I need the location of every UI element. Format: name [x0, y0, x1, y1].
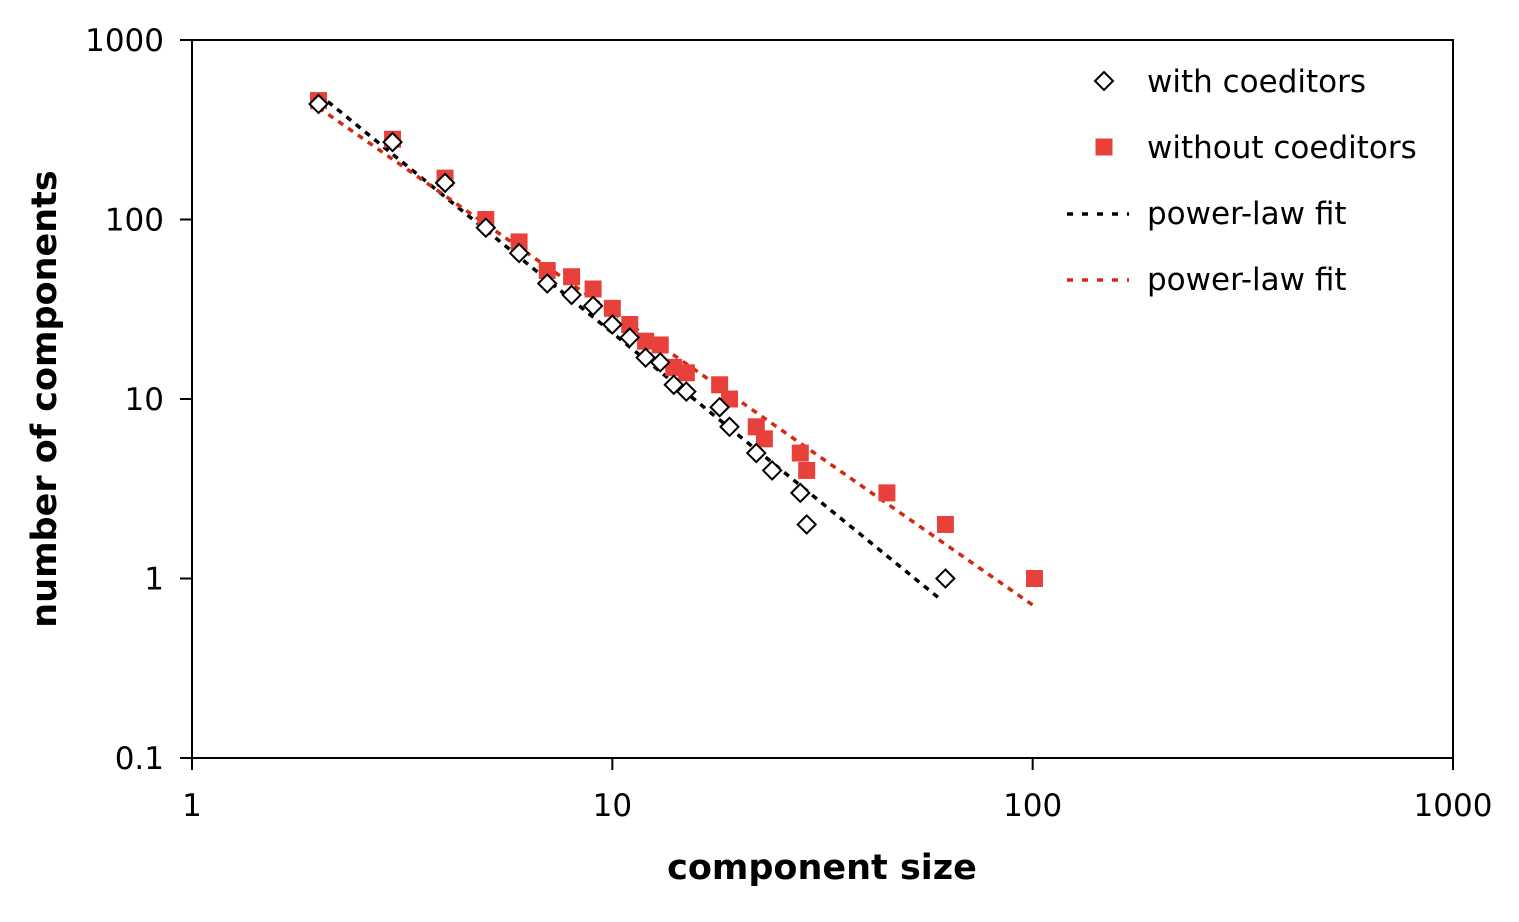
axis-layer: 0.1 1 10 100 1000 1 10 100 1000: [85, 23, 1492, 824]
data-point-diamond: [934, 568, 956, 589]
legend-marker: [1095, 138, 1113, 156]
data-point-diamond: [508, 242, 530, 264]
x-tick-label: 10: [593, 788, 632, 824]
data-point-diamond: [382, 131, 403, 153]
data-point-square: [584, 280, 602, 298]
y-tick-label: 1: [144, 562, 164, 598]
data-point-square: [791, 444, 809, 462]
power-law-fit-line: [317, 92, 944, 603]
legend-label: with coeditors: [1147, 64, 1366, 100]
power-law-fit-line: [317, 106, 1036, 608]
y-tick-label: 0.1: [115, 741, 164, 777]
x-tick-label: 1000: [1414, 788, 1493, 824]
data-point-diamond: [709, 396, 731, 418]
data-point-diamond: [619, 327, 641, 348]
series-without-coeditors: [310, 92, 1043, 587]
data-point-diamond: [675, 381, 697, 402]
data-point-square: [711, 376, 729, 394]
data-point-square: [603, 299, 621, 317]
data-point-square: [798, 461, 816, 479]
legend-item: without coeditors: [1095, 130, 1417, 166]
x-tick-label: 1: [182, 788, 202, 824]
legend-item: with coeditors: [1093, 64, 1366, 100]
data-point-diamond: [582, 295, 604, 317]
data-point-square: [538, 261, 556, 279]
data-point-diamond: [789, 482, 811, 504]
data-point-square: [878, 484, 896, 502]
legend-item: power-law fit: [1067, 262, 1347, 298]
data-point-diamond: [745, 442, 767, 464]
y-tick-label: 1000: [85, 23, 164, 59]
data-point-diamond: [649, 351, 671, 373]
data-point-square: [936, 515, 954, 533]
data-point-diamond: [308, 93, 329, 115]
data-point-diamond: [536, 273, 558, 294]
data-point-diamond: [475, 217, 497, 239]
y-tick-label: 100: [105, 203, 164, 239]
legend-label: without coeditors: [1147, 130, 1417, 166]
series-layer: [308, 92, 1043, 608]
legend-marker: [1093, 70, 1115, 92]
data-point-square: [563, 268, 581, 286]
legend-item: power-law fit: [1067, 196, 1347, 232]
data-point-square: [510, 233, 528, 251]
data-point-square: [621, 316, 639, 334]
data-point-diamond: [761, 460, 783, 481]
series-with-coeditors: [308, 93, 956, 589]
data-point-square: [755, 430, 773, 448]
y-tick-label: 10: [125, 382, 164, 418]
data-point-square: [1025, 570, 1043, 587]
data-point-square: [677, 364, 695, 382]
data-point-diamond: [796, 514, 818, 535]
data-point-diamond: [719, 416, 740, 438]
x-tick-label: 100: [1003, 788, 1062, 824]
data-point-square: [651, 336, 669, 354]
x-axis-title: component size: [667, 848, 977, 888]
data-point-square: [637, 332, 655, 350]
data-point-diamond: [561, 284, 583, 306]
data-point-diamond: [601, 314, 623, 335]
y-axis-title: number of components: [25, 170, 65, 628]
series-fit-line-group: [317, 92, 944, 603]
legend: with coeditors without coeditors power-law…: [1067, 64, 1417, 298]
legend-label: power-law fit: [1147, 262, 1347, 298]
series-fit-line-group: [317, 106, 1036, 608]
legend-label: power-law fit: [1147, 196, 1347, 232]
data-point-diamond: [434, 172, 456, 194]
